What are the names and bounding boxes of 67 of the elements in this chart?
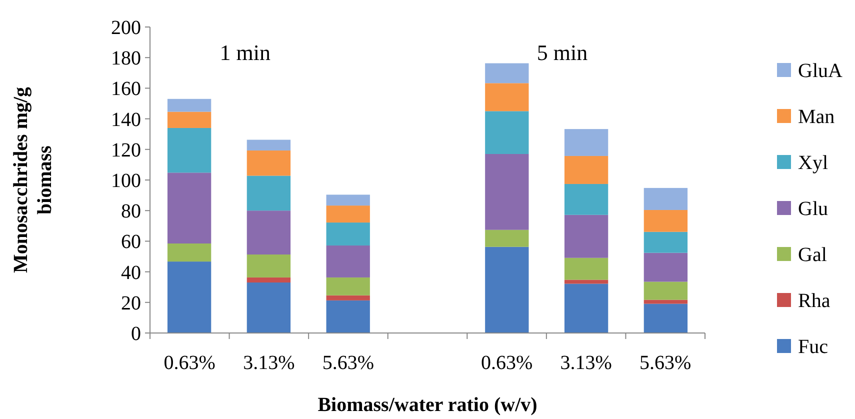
y-axis-title: Monosacchrides mg/g biomass	[10, 86, 56, 274]
y-tick-label: 0	[131, 323, 141, 345]
bar	[246, 282, 291, 333]
x-tick-label: 0.63%	[480, 352, 533, 374]
x-tick-label: 5.63%	[322, 352, 374, 374]
bar	[564, 156, 608, 184]
y-tick-label: 20	[121, 292, 141, 314]
y-tick-label: 60	[121, 231, 141, 254]
y-tick-label: 40	[121, 262, 141, 284]
bar	[246, 150, 291, 176]
bar	[167, 112, 212, 128]
bar	[326, 277, 370, 296]
legend-label: Rha	[798, 290, 830, 312]
bar	[246, 254, 291, 278]
bar	[644, 232, 688, 253]
bar	[326, 206, 370, 223]
legend-label: Fuc	[798, 336, 828, 358]
bar	[564, 184, 608, 215]
y-tick-label: 200	[111, 17, 141, 39]
legend-label: Xyl	[798, 152, 828, 174]
legend-label: Man	[798, 106, 835, 128]
bar	[326, 300, 370, 333]
bar	[167, 128, 212, 173]
annotation: 5 min	[536, 40, 588, 65]
bar	[485, 246, 529, 333]
bar	[564, 258, 608, 280]
bar	[564, 129, 608, 156]
bar	[326, 222, 370, 246]
x-tick-label: 3.13%	[560, 352, 612, 374]
x-tick-label: 5.63%	[640, 352, 692, 374]
legend-label: Glu	[798, 198, 828, 220]
bar	[644, 282, 688, 300]
bar	[644, 252, 688, 282]
bar	[644, 300, 688, 304]
legend-label: Gal	[798, 244, 828, 266]
annotation: 1 min	[220, 40, 271, 65]
y-tick-label: 180	[111, 48, 141, 70]
bar	[246, 210, 291, 255]
bar	[485, 230, 529, 247]
bar	[644, 188, 688, 210]
bar	[644, 304, 688, 333]
bar	[564, 214, 608, 258]
x-tick-label: 3.13%	[243, 352, 295, 374]
bar	[485, 83, 529, 112]
bar	[326, 245, 370, 278]
bar	[644, 210, 688, 232]
bar	[167, 172, 212, 244]
bar	[326, 295, 370, 300]
x-tick-label: 0.63%	[164, 352, 216, 374]
bar	[326, 194, 370, 206]
y-tick-label: 120	[111, 139, 141, 162]
bar	[167, 98, 212, 112]
legend-label: GluA	[798, 60, 843, 82]
bar	[246, 277, 291, 283]
y-tick-label: 80	[121, 200, 141, 223]
bar	[485, 154, 529, 230]
bar	[167, 243, 212, 262]
bar	[246, 176, 291, 211]
y-tick-label: 140	[111, 108, 141, 131]
bar	[485, 63, 529, 84]
y-tick-label: 160	[111, 78, 141, 100]
bar	[167, 262, 212, 333]
y-tick-label: 100	[111, 170, 141, 192]
bar	[564, 284, 608, 333]
bar	[246, 140, 291, 150]
bar	[485, 111, 529, 154]
x-axis-title: Biomass/water ratio (w/v)	[318, 394, 538, 416]
